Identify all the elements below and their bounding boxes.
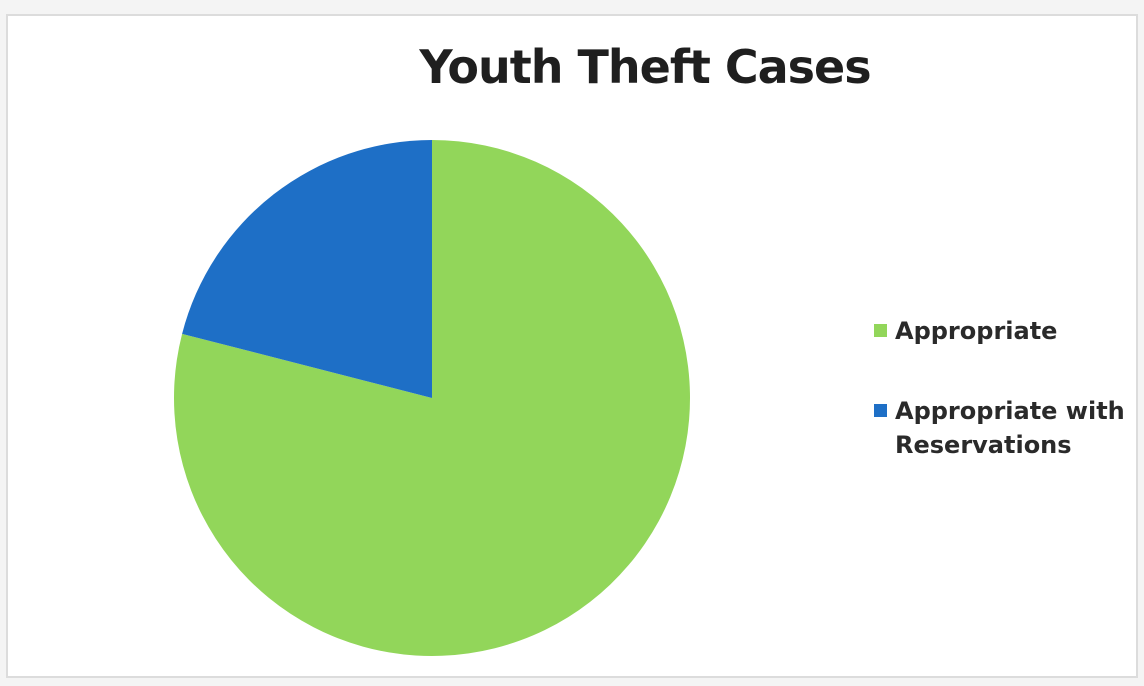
legend: Appropriate Appropriate with Reservation… bbox=[874, 314, 1144, 508]
pie-slice-appropriate bbox=[174, 140, 691, 656]
legend-item-appropriate-with-reservations: Appropriate with Reservations bbox=[874, 394, 1144, 462]
legend-label-appropriate-with-reservations: Appropriate with Reservations bbox=[895, 397, 1125, 459]
legend-item-appropriate: Appropriate bbox=[874, 314, 1144, 348]
pie-slice-appropriate-with-reservations bbox=[182, 140, 432, 398]
legend-label-appropriate: Appropriate bbox=[895, 317, 1058, 345]
legend-swatch-appropriate bbox=[874, 324, 887, 337]
chart-title: Youth Theft Cases bbox=[419, 40, 871, 94]
legend-swatch-appropriate-with-reservations bbox=[874, 404, 887, 417]
